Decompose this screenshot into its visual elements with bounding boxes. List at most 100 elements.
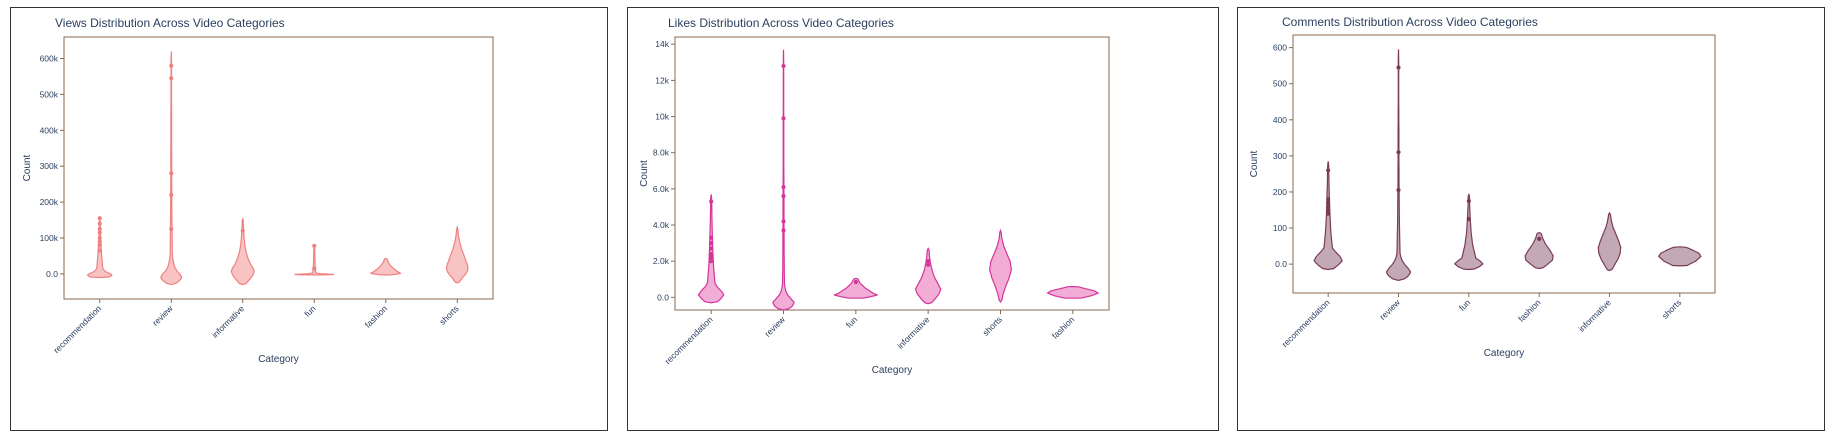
y-tick-label: 0.0	[1275, 259, 1287, 269]
y-axis-title: Count	[22, 154, 33, 181]
chart-title: Comments Distribution Across Video Categ…	[1282, 15, 1538, 29]
y-axis-title: Count	[639, 160, 650, 187]
y-tick-label: 100	[1273, 223, 1287, 233]
x-tick-label: review	[150, 303, 175, 328]
outlier-point	[1326, 211, 1331, 216]
y-tick-label: 600	[1273, 43, 1287, 53]
outlier-point	[97, 239, 102, 244]
y-tick-label: 0.0	[46, 269, 58, 279]
outlier-point	[1326, 197, 1331, 202]
violin-fun	[1453, 193, 1484, 271]
outlier-point	[926, 259, 931, 264]
outlier-point	[709, 199, 714, 204]
outlier-point	[926, 262, 931, 267]
outlier-point	[97, 226, 102, 232]
outlier-point	[1326, 204, 1331, 209]
outlier-point	[1396, 65, 1401, 70]
x-tick-label: informative	[895, 314, 932, 351]
x-tick-label: fun	[302, 303, 318, 319]
outlier-point	[97, 221, 102, 226]
views-chart-panel: Views Distribution Across Video Categori…	[10, 7, 608, 431]
outlier-point	[169, 76, 174, 81]
violin-informative	[1597, 211, 1622, 272]
x-tick-label: fun	[1457, 297, 1473, 313]
outlier-point	[169, 192, 174, 198]
outlier-point	[781, 193, 786, 199]
outlier-point	[781, 116, 786, 121]
y-tick-label: 6.0k	[653, 184, 670, 194]
x-tick-label: shorts	[1660, 297, 1683, 320]
outlier-point	[97, 216, 102, 221]
y-tick-label: 200	[1273, 187, 1287, 197]
violin-informative	[230, 218, 255, 286]
violin-chart-views: 0.0 100k 200k 300k 400k 500k 600k Count Category…	[22, 36, 494, 365]
x-tick-label: fashion	[1516, 297, 1543, 324]
likes-chart-panel: Likes Distribution Across Video Categori…	[627, 7, 1219, 431]
outlier-point	[1396, 150, 1401, 155]
x-tick-label: review	[1377, 297, 1402, 322]
y-tick-label: 14k	[655, 39, 669, 49]
outlier-point	[709, 251, 714, 257]
x-tick-label: shorts	[437, 303, 460, 326]
violin-review	[160, 51, 183, 286]
y-tick-label: 12k	[655, 75, 669, 85]
y-tick-label: 8.0k	[653, 148, 670, 158]
outlier-point	[1466, 198, 1471, 204]
outlier-point	[169, 226, 174, 232]
y-axis-title: Count	[1249, 150, 1260, 177]
outlier-point	[709, 241, 714, 246]
x-tick-label: recommendation	[1280, 297, 1332, 349]
outlier-point	[853, 279, 858, 285]
y-tick-label: 600k	[40, 54, 59, 64]
violin-shorts	[988, 228, 1013, 303]
violin-chart-likes: 0.0 2.0k 4.0k 6.0k 8.0k 10k 12k 14k Count Categor…	[639, 36, 1110, 376]
violin-informative	[914, 247, 942, 305]
x-axis-title: Category	[872, 365, 913, 376]
x-axis-title: Category	[1484, 348, 1525, 359]
y-tick-label: 400	[1273, 115, 1287, 125]
violin-shorts	[1657, 246, 1702, 267]
violin-fashion	[1046, 285, 1100, 299]
outlier-point	[709, 246, 714, 251]
outlier-point	[97, 248, 102, 253]
violin-shorts	[445, 225, 469, 284]
y-tick-label: 100k	[40, 233, 59, 243]
outlier-point	[1466, 216, 1471, 222]
outlier-point	[781, 184, 786, 190]
outlier-point	[1326, 207, 1331, 213]
x-tick-label: fun	[844, 314, 860, 330]
y-tick-label: 0.0	[657, 292, 669, 302]
y-tick-label: 300	[1273, 151, 1287, 161]
outlier-point	[781, 228, 786, 233]
chart-title: Likes Distribution Across Video Categori…	[668, 16, 894, 30]
violin-review	[1385, 49, 1412, 282]
plot-frame	[674, 36, 1110, 311]
outlier-point	[781, 63, 786, 69]
y-tick-label: 10k	[655, 112, 669, 122]
outlier-point	[97, 235, 102, 241]
y-tick-label: 300k	[40, 161, 59, 171]
violin-review	[772, 49, 795, 311]
x-tick-label: fashion	[1050, 314, 1077, 341]
outlier-point	[169, 63, 174, 68]
outlier-point	[1326, 168, 1331, 173]
outlier-point	[312, 266, 317, 271]
violin-fashion	[369, 257, 402, 276]
outlier-point	[97, 243, 102, 248]
outlier-point	[240, 228, 245, 233]
outlier-point	[709, 255, 714, 260]
chart-title: Views Distribution Across Video Categori…	[55, 16, 285, 30]
x-tick-label: recommendation	[51, 303, 103, 355]
outlier-point	[312, 243, 317, 248]
violin-fun	[833, 277, 879, 299]
outlier-point	[781, 219, 786, 224]
outlier-point	[169, 171, 174, 176]
y-tick-label: 2.0k	[653, 256, 670, 266]
x-axis-title: Category	[258, 354, 299, 365]
outlier-point	[1326, 200, 1331, 205]
plot-frame	[63, 36, 494, 300]
outlier-point	[709, 259, 714, 264]
y-tick-label: 200k	[40, 197, 59, 207]
y-tick-label: 4.0k	[653, 220, 670, 230]
violin-fashion	[1524, 231, 1554, 270]
